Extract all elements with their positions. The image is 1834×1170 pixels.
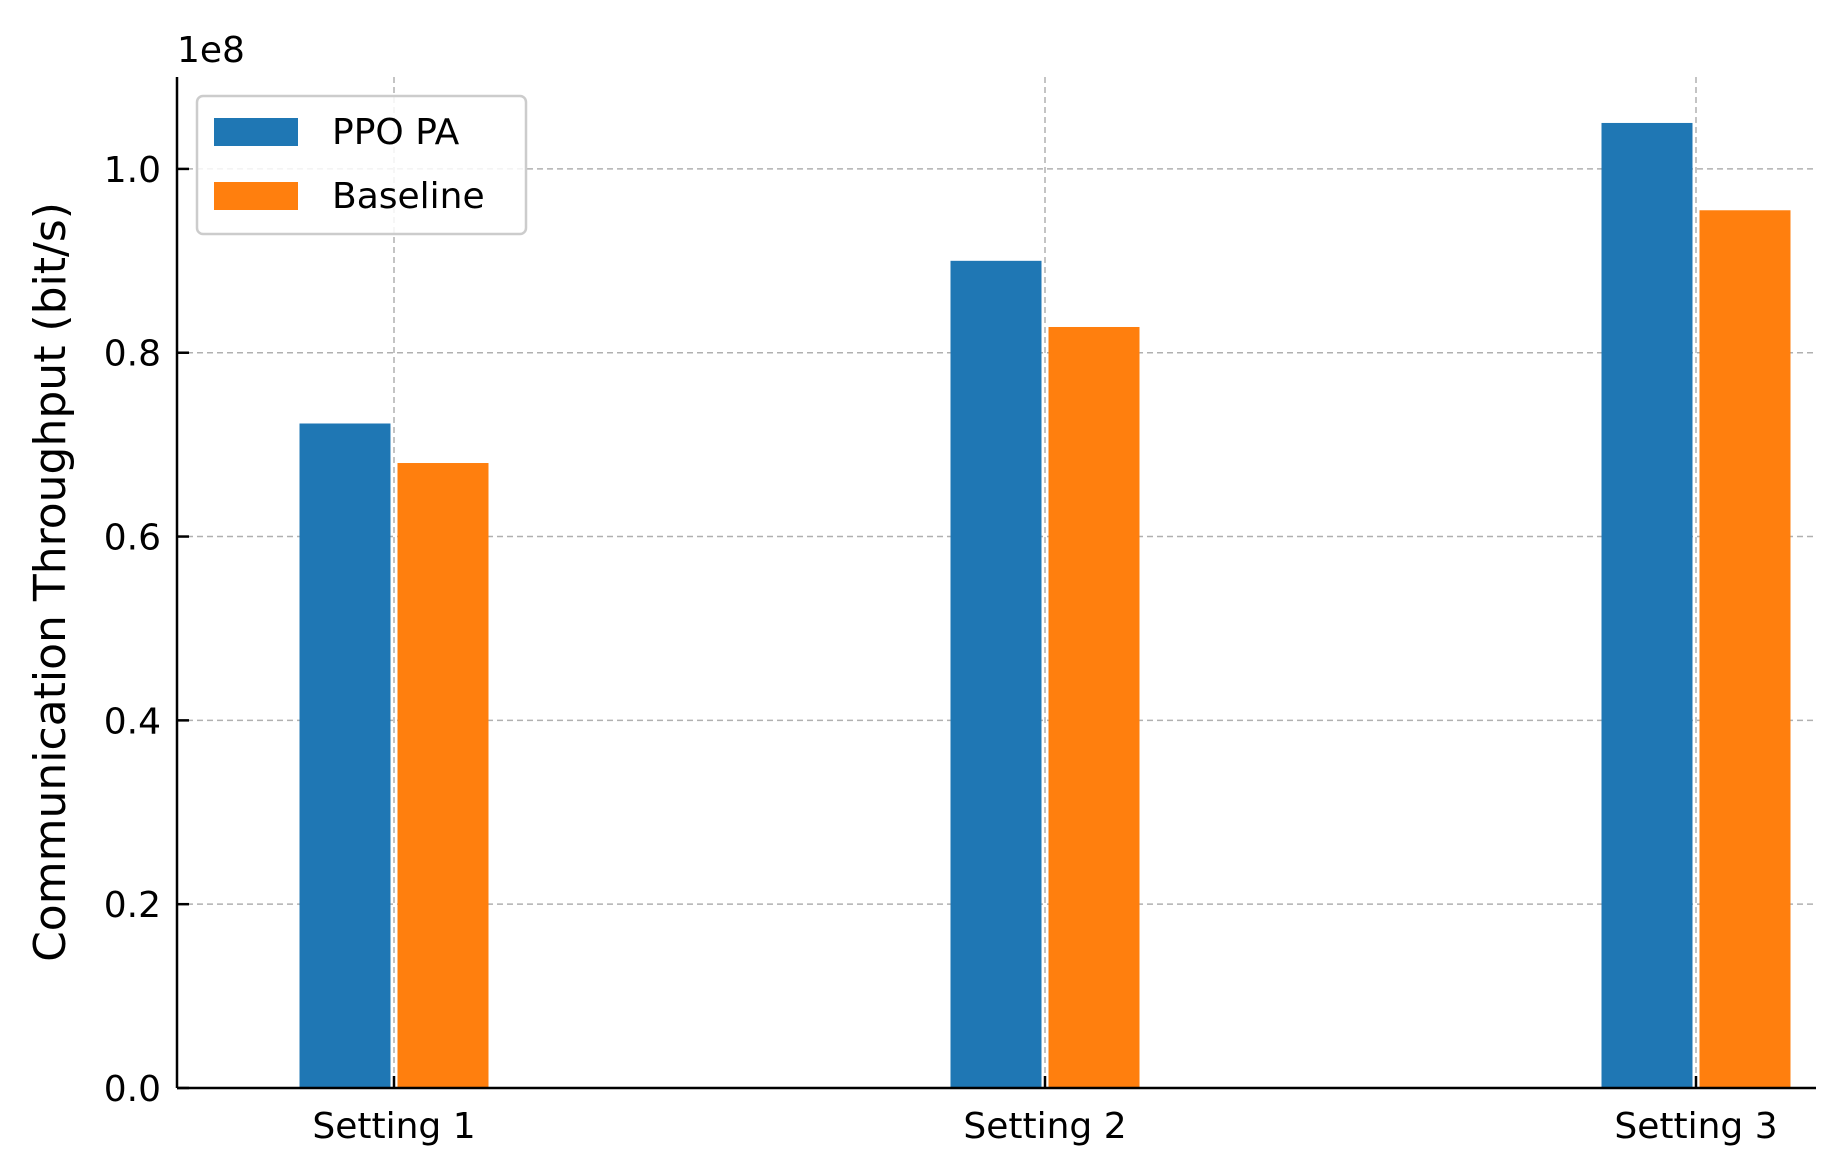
- bar-baseline-3: [1699, 210, 1791, 1088]
- x-tick-label: Setting 2: [963, 1106, 1126, 1147]
- y-tick-label: 0.0: [104, 1069, 161, 1110]
- legend-label-ppo-pa: PPO PA: [332, 112, 460, 153]
- y-tick-label: 0.6: [104, 518, 161, 559]
- legend: PPO PA Baseline: [195, 94, 528, 236]
- x-tick-label: Setting 3: [1614, 1106, 1777, 1147]
- bar-baseline-1: [397, 463, 489, 1088]
- y-axis-label: Communication Throughput (bit/s): [25, 202, 76, 962]
- bar-ppo-pa-3: [1601, 122, 1693, 1089]
- y-tick-label: 0.2: [104, 885, 161, 926]
- bar-ppo-pa-2: [950, 260, 1042, 1088]
- y-tick-label: 0.4: [104, 701, 161, 742]
- axes: [175, 77, 1816, 1090]
- bar-baseline-2: [1048, 326, 1140, 1088]
- legend-swatch-ppo-pa: [214, 118, 298, 146]
- x-tick-label: Setting 1: [312, 1106, 475, 1147]
- bar-ppo-pa-1: [299, 423, 391, 1088]
- legend-label-baseline: Baseline: [332, 176, 485, 217]
- x-ticks: Setting 1 Setting 2 Setting 3: [312, 1076, 1778, 1147]
- y-tick-label: 1.0: [104, 150, 161, 191]
- legend-swatch-baseline: [214, 182, 298, 210]
- y-ticks: 0.0 0.2 0.4 0.6 0.8 1.0: [104, 150, 189, 1110]
- y-tick-label: 0.8: [104, 334, 161, 375]
- y-offset-text: 1e8: [177, 30, 245, 71]
- bars: [299, 122, 1791, 1089]
